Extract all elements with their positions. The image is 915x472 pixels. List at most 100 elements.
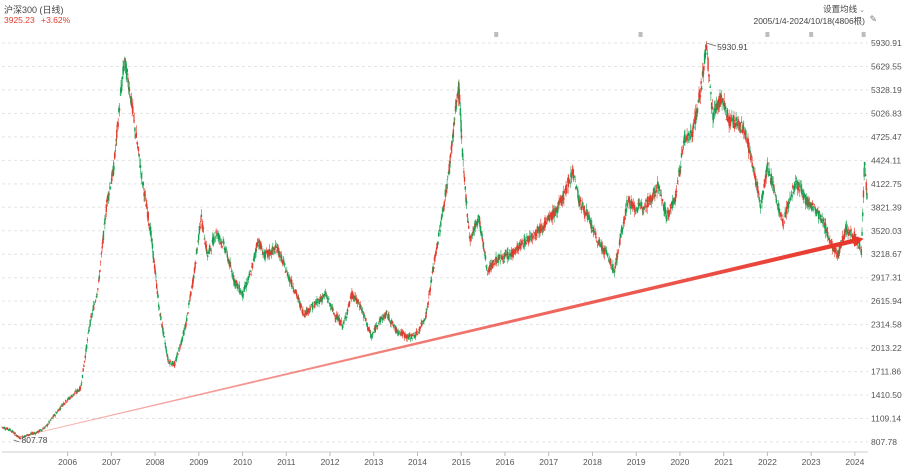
candle-body [503, 261, 505, 262]
candle-body [217, 232, 219, 240]
candle-body [567, 178, 569, 188]
x-tick-label: 2010 [233, 457, 252, 467]
candle-body [486, 267, 488, 269]
candle-body [792, 185, 794, 188]
candle-body [262, 252, 264, 254]
candle-body [67, 397, 70, 399]
candle-body [818, 211, 821, 214]
candle-body [855, 234, 857, 236]
y-tick-label: 2013.22 [871, 343, 902, 353]
candle-body [449, 160, 451, 168]
candle-body [330, 304, 333, 306]
candle-body [58, 408, 61, 411]
candle-body [771, 178, 773, 183]
candle-body [604, 247, 606, 251]
candle-body [298, 298, 300, 299]
candle-body [584, 211, 587, 217]
candle-body [293, 290, 295, 292]
candle-body [209, 245, 211, 251]
candle-body [605, 250, 608, 255]
pin-icon[interactable]: ✎ [869, 14, 877, 24]
candle-body [398, 334, 400, 335]
candle-body [637, 203, 639, 204]
candle-body [825, 228, 828, 232]
candle-body [329, 303, 331, 306]
candle-body [630, 200, 632, 206]
candle-body [569, 183, 571, 184]
candle-body [624, 217, 626, 221]
candle-body [375, 324, 378, 326]
candle-body [729, 117, 732, 127]
moving-average-settings-button[interactable]: 设置均线 ⌄ [823, 3, 865, 15]
candle-body [862, 190, 865, 198]
candle-body [506, 252, 508, 259]
candle-body [675, 190, 678, 193]
candle-body [275, 247, 278, 248]
candle-body [778, 208, 781, 214]
candle-body [291, 286, 294, 287]
candle-body [309, 309, 312, 311]
candle-body [441, 213, 443, 217]
candle-body [619, 234, 622, 238]
candle-body [71, 395, 74, 397]
candle-body [230, 270, 233, 272]
candle-body [353, 295, 355, 299]
candle-body [580, 206, 583, 210]
candle-body [265, 250, 267, 254]
date-range-selector[interactable]: 2005/1/4-2024/10/18(4806根) [753, 16, 865, 26]
chevron-down-icon: ⌄ [859, 7, 865, 14]
candle-body [668, 213, 670, 218]
candle-body [391, 321, 394, 324]
candle-body [1, 426, 3, 428]
y-tick-label: 5629.55 [871, 61, 902, 71]
candle-body [784, 212, 786, 218]
candle-body [541, 230, 543, 232]
candle-body [576, 189, 578, 190]
candle-body [67, 398, 69, 401]
candle-body [47, 424, 49, 425]
candle-body [221, 241, 223, 244]
candle-body [799, 185, 802, 187]
y-tick-label: 5328.19 [871, 85, 902, 95]
candle-body [733, 115, 735, 122]
candle-body [374, 328, 376, 333]
candle-body [445, 189, 448, 193]
candle-body [61, 405, 63, 407]
candle-body [465, 194, 467, 203]
candle-body [558, 200, 560, 206]
candle-body [647, 203, 650, 205]
candle-body [284, 263, 286, 266]
candle-body [745, 139, 748, 141]
candle-body [738, 122, 741, 130]
candle-body [861, 232, 863, 236]
candle-body [720, 94, 723, 99]
candle-body [81, 382, 83, 383]
candle-body [730, 118, 732, 119]
candle-body [594, 232, 597, 236]
candle-body [619, 238, 621, 245]
candle-body [349, 302, 351, 304]
candle-body [148, 224, 150, 226]
candle-body [178, 347, 180, 352]
peak-marker [706, 42, 717, 47]
candle-body [179, 346, 182, 347]
candle-body [385, 311, 387, 315]
candle-body [807, 199, 809, 204]
x-tick-label: 2013 [364, 457, 383, 467]
candle-body [193, 274, 195, 279]
candle-body [175, 358, 177, 361]
candle-body [804, 194, 807, 204]
candle-body [443, 201, 445, 207]
candle-body [756, 181, 758, 187]
candle-body [171, 363, 173, 366]
candle-body [151, 238, 153, 242]
candle-body [302, 310, 304, 316]
candle-body [748, 148, 751, 152]
candle-body [157, 294, 159, 298]
candle-body [210, 250, 212, 251]
candle-body [107, 192, 110, 200]
candle-body [613, 270, 616, 273]
candle-body [101, 246, 103, 249]
candle-body [685, 140, 687, 142]
